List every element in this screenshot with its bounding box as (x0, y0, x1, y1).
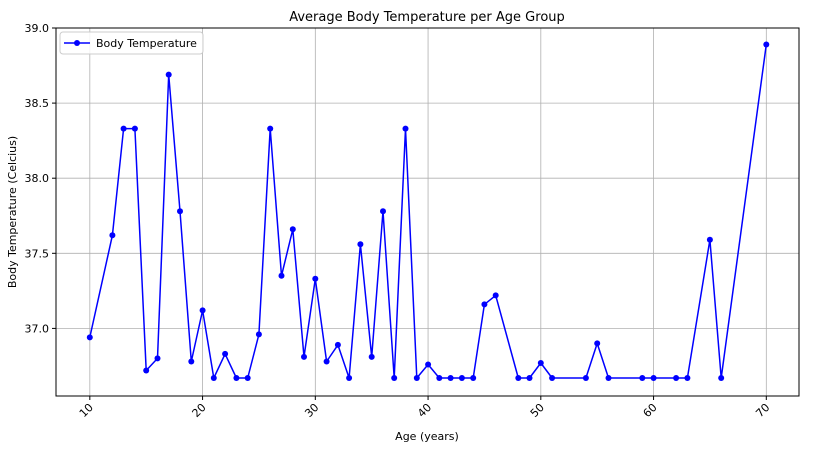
legend-label: Body Temperature (96, 37, 197, 50)
data-point (492, 292, 499, 299)
x-tick-label: 50 (528, 401, 547, 420)
y-tick-label: 37.5 (25, 247, 50, 260)
data-point (380, 208, 386, 215)
series-line (89, 44, 768, 379)
data-point (673, 375, 680, 381)
data-point (165, 71, 172, 78)
x-axis: 10 20 30 40 50 60 70 (77, 396, 772, 420)
data-point (481, 301, 488, 308)
data-point (188, 358, 195, 365)
data-point (549, 375, 556, 381)
data-point (368, 353, 375, 360)
data-point (594, 340, 601, 347)
data-point (436, 375, 443, 381)
legend-box (59, 31, 204, 55)
data-point (537, 360, 544, 366)
data-point (763, 41, 770, 48)
x-tick-label: 30 (302, 401, 321, 420)
plot-area (55, 27, 800, 397)
data-point (244, 375, 251, 381)
x-tick-label: 60 (641, 401, 660, 420)
data-point (605, 375, 612, 381)
data-point (86, 334, 93, 341)
data-point (177, 208, 183, 215)
data-point (684, 375, 691, 381)
data-point (267, 125, 274, 132)
x-tick-label: 10 (77, 401, 96, 420)
data-point (131, 125, 138, 132)
data-point (650, 375, 657, 381)
y-tick-label: 38.0 (25, 172, 50, 185)
x-tick-label: 70 (753, 401, 772, 420)
data-point (639, 375, 646, 381)
data-point (323, 358, 330, 365)
series-layer (86, 41, 770, 381)
data-point (447, 375, 454, 381)
data-point (222, 350, 229, 357)
x-tick-label: 20 (190, 401, 209, 420)
data-point (718, 375, 725, 381)
y-tick-label: 39.0 (25, 22, 50, 35)
y-axis: 37.0 37.5 38.0 38.5 39.0 (25, 22, 56, 335)
data-point (143, 367, 150, 374)
data-point (402, 125, 409, 132)
data-point (109, 232, 116, 239)
data-point (120, 125, 127, 132)
data-point (210, 375, 217, 381)
data-point (199, 307, 206, 314)
y-axis-title: Body Temperature (Celcius) (6, 136, 19, 288)
data-point (154, 355, 161, 362)
data-point (346, 375, 353, 381)
legend-marker-swatch (74, 40, 80, 46)
x-tick-label: 40 (415, 401, 434, 420)
data-point (425, 361, 432, 368)
data-point (334, 341, 341, 348)
data-point (391, 375, 398, 381)
data-point (312, 275, 319, 282)
chart-title: Average Body Temperature per Age Group (289, 10, 565, 25)
data-point (233, 375, 240, 381)
y-tick-label: 37.0 (25, 322, 50, 335)
data-point (470, 375, 477, 381)
data-point (458, 375, 465, 381)
data-point (582, 375, 589, 381)
y-tick-label: 38.5 (25, 97, 50, 110)
data-point (255, 331, 262, 338)
legend: Body Temperature (59, 31, 204, 55)
data-point (301, 353, 307, 360)
x-axis-title: Age (years) (395, 430, 459, 443)
data-point (706, 236, 713, 243)
data-point (278, 272, 285, 279)
data-point (289, 226, 296, 233)
data-point (413, 375, 420, 381)
grid (56, 27, 799, 396)
data-point (515, 375, 522, 381)
data-point (526, 375, 533, 381)
data-point (357, 241, 364, 248)
